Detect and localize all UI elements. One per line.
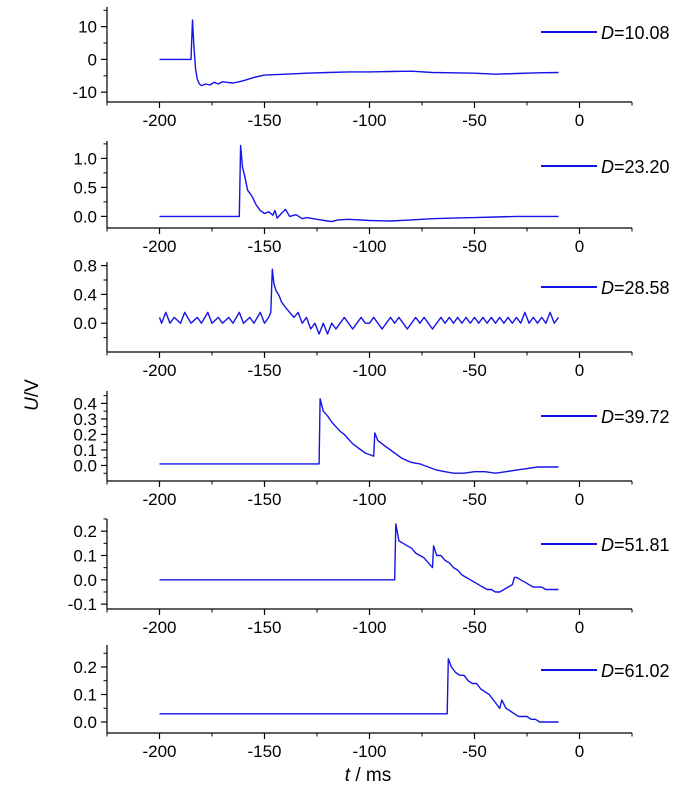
y-tick-label: 0 xyxy=(88,50,97,69)
legend-label: D=10.08 xyxy=(601,23,670,43)
y-tick-label: 0.2 xyxy=(73,522,97,541)
panel-4: -200 -150 -100 -50 0 0.00.10.20.30.4 D=39.72 xyxy=(73,391,670,509)
x-tick-label: -100 xyxy=(352,742,386,761)
legend-label: D=23.20 xyxy=(601,157,670,177)
y-tick-label: 0.0 xyxy=(73,207,97,226)
legend-label: D=39.72 xyxy=(601,407,670,427)
x-tick-label: -200 xyxy=(142,490,176,509)
y-tick-label: 0.8 xyxy=(73,257,97,276)
y-tick-label: 0.0 xyxy=(73,314,97,333)
x-tick-label: 0 xyxy=(575,111,584,130)
series-line xyxy=(159,144,559,223)
panel-6: -200 -150 -100 -50 0 0.0 0.1 0.2 D=61.02 xyxy=(73,645,670,761)
legend-label: D=51.81 xyxy=(601,535,670,555)
series-line xyxy=(159,398,559,474)
y-tick-label: 0.1 xyxy=(73,546,97,565)
y-tick-label: 0.1 xyxy=(73,441,97,460)
x-tick-label: -150 xyxy=(247,361,281,380)
x-tick-label: -150 xyxy=(247,618,281,637)
x-tick-label: -200 xyxy=(142,618,176,637)
x-tick-label: 0 xyxy=(575,490,584,509)
panel-3: -200 -150 -100 -50 0 0.0 0.4 0.8 D=28.58 xyxy=(73,257,669,380)
x-tick-label: -100 xyxy=(352,618,386,637)
legend-label: D=61.02 xyxy=(601,661,670,681)
x-tick-label: -50 xyxy=(462,490,487,509)
y-tick-label: 0.4 xyxy=(73,285,97,304)
y-tick-label: 0.0 xyxy=(73,713,97,732)
y-tick-label: 0.0 xyxy=(73,571,97,590)
x-tick-label: -50 xyxy=(462,111,487,130)
x-tick-label: 0 xyxy=(575,237,584,256)
x-axis-label: t / ms xyxy=(345,765,391,786)
series-line xyxy=(159,19,559,87)
y-tick-label: 0.1 xyxy=(73,686,97,705)
x-tick-label: 0 xyxy=(575,618,584,637)
x-tick-label: 0 xyxy=(575,361,584,380)
x-tick-label: -100 xyxy=(352,361,386,380)
y-tick-label: 0.2 xyxy=(73,658,97,677)
y-tick-label: 0.5 xyxy=(73,178,97,197)
x-tick-label: -200 xyxy=(142,111,176,130)
series-line xyxy=(158,268,560,335)
y-tick-label: 0.3 xyxy=(73,410,97,429)
x-tick-label: -150 xyxy=(247,742,281,761)
y-tick-label: -10 xyxy=(72,83,97,102)
y-tick-label: 0.2 xyxy=(73,425,97,444)
x-tick-label: -100 xyxy=(352,111,386,130)
x-tick-label: 0 xyxy=(575,742,584,761)
x-tick-label: -50 xyxy=(462,361,487,380)
x-tick-label: -50 xyxy=(462,618,487,637)
y-tick-label: 1.0 xyxy=(73,149,97,168)
y-tick-label: -0.1 xyxy=(68,595,97,614)
y-tick-label: 0.4 xyxy=(73,394,97,413)
x-tick-label: -200 xyxy=(142,742,176,761)
legend-label: D=28.58 xyxy=(601,278,670,298)
series-line xyxy=(159,658,559,723)
x-tick-label: -200 xyxy=(142,361,176,380)
panel-2: -200 -150 -100 -50 0 0.0 0.5 1.0 D=23.20 xyxy=(73,141,670,256)
x-tick-label: -200 xyxy=(142,237,176,256)
x-tick-label: -150 xyxy=(247,237,281,256)
series-line xyxy=(159,523,559,593)
panel-5: -200 -150 -100 -50 0 -0.1 0.0 0.1 0.2 D=51.81 xyxy=(68,518,670,637)
x-tick-label: -100 xyxy=(352,490,386,509)
x-tick-label: -150 xyxy=(247,111,281,130)
x-tick-label: -50 xyxy=(462,742,487,761)
y-tick-label: 10 xyxy=(78,18,97,37)
x-tick-label: -100 xyxy=(352,237,386,256)
y-axis-label: U/V xyxy=(22,379,43,411)
x-tick-label: -150 xyxy=(247,490,281,509)
x-tick-label: -50 xyxy=(462,237,487,256)
y-tick-label: 0.0 xyxy=(73,456,97,475)
